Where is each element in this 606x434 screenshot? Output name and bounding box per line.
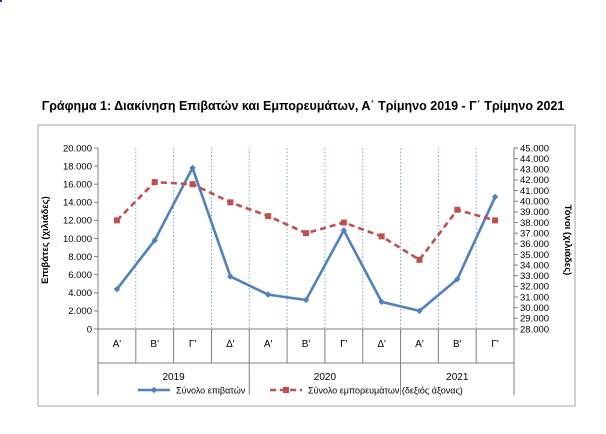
data-point-1 — [416, 307, 423, 315]
legend-swatch-marker — [283, 387, 289, 393]
y-tick-label-right: 30.000 — [520, 303, 549, 314]
category-label: Β' — [453, 339, 462, 350]
chart-frame — [37, 124, 576, 407]
category-label: Δ' — [377, 339, 386, 350]
year-label: 2021 — [446, 372, 469, 383]
year-label: 2019 — [163, 372, 186, 383]
year-label: 2020 — [314, 372, 337, 383]
data-point-1 — [189, 164, 196, 172]
legend-swatch-marker — [150, 386, 158, 394]
y-tick-label-left: 12.000 — [63, 216, 92, 227]
y-tick-label-right: 33.000 — [520, 271, 549, 282]
data-point-1 — [491, 193, 499, 201]
data-point-1 — [227, 273, 234, 280]
right-axis-ticks: 28.00029.00030.00031.00032.00033.00034.0… — [514, 143, 549, 335]
category-label: Γ' — [491, 339, 499, 350]
y-tick-label-left: 10.000 — [63, 234, 92, 245]
category-label: Α' — [264, 339, 273, 350]
category-label: Γ' — [340, 339, 348, 350]
chart-title: Γράφημα 1: Διακίνηση Επιβατών και Εμπορε… — [41, 99, 565, 113]
data-point-2 — [492, 217, 499, 224]
data-point-2 — [378, 233, 385, 240]
data-point-1 — [302, 296, 310, 304]
gridlines — [135, 148, 477, 329]
y-tick-label-right: 40.000 — [520, 197, 549, 208]
data-point-2 — [416, 256, 423, 263]
y-tick-label-left: 2.000 — [68, 306, 92, 317]
y-tick-label-right: 34.000 — [520, 260, 549, 271]
data-point-2 — [303, 230, 309, 237]
y-tick-label-right: 28.000 — [520, 324, 549, 335]
y-tick-label-right: 31.000 — [520, 292, 549, 303]
category-label: Γ' — [189, 339, 197, 350]
y-tick-label-right: 43.000 — [520, 165, 549, 176]
y-tick-label-left: 6.000 — [68, 270, 92, 281]
y-tick-label-right: 32.000 — [520, 282, 549, 293]
data-point-2 — [227, 199, 234, 206]
y-tick-label-right: 37.000 — [520, 228, 549, 239]
y-tick-label-right: 45.000 — [520, 143, 549, 154]
y-axis-right-label: Τόνοι (χιλιάδες) — [562, 205, 573, 276]
y-tick-label-right: 41.000 — [520, 186, 549, 197]
series-group — [113, 164, 499, 315]
category-label: Δ' — [226, 339, 235, 350]
y-tick-label-right: 36.000 — [520, 239, 549, 250]
y-tick-label-left: 16.000 — [63, 180, 92, 191]
category-label: Β' — [302, 339, 311, 350]
data-point-2 — [189, 181, 196, 188]
y-tick-label-left: 0 — [87, 324, 92, 335]
data-point-1 — [264, 291, 272, 298]
category-labels: Α' Β' Γ' Δ' Α' Β' Γ' Δ' Α' Β' Γ' — [97, 329, 515, 364]
y-tick-label-right: 35.000 — [520, 250, 549, 261]
y-tick-label-right: 29.000 — [520, 314, 549, 325]
data-point-1 — [340, 227, 348, 234]
y-axis-left-label: Επιβάτες (χιλιάδες) — [40, 196, 51, 284]
y-tick-label-left: 18.000 — [63, 161, 92, 172]
data-point-2 — [113, 217, 120, 224]
y-tick-label-right: 39.000 — [520, 207, 549, 218]
y-tick-label-left: 8.000 — [68, 252, 92, 263]
category-label: Β' — [150, 339, 159, 350]
data-point-1 — [113, 285, 121, 293]
y-tick-label-right: 38.000 — [520, 218, 549, 229]
left-axis-ticks: 0 2.000 4.000 6.000 8.000 10.000 12.000 14.000 1… — [63, 143, 98, 335]
legend: Σύνολο επιβατών Σύνολο εμπορευμάτων (δεξι… — [138, 385, 463, 395]
legend-label: Σύνολο επιβατών — [176, 385, 246, 395]
category-label: Α' — [113, 339, 122, 350]
year-labels: 2019 2020 2021 — [97, 363, 515, 395]
data-point-1 — [151, 237, 158, 244]
data-point-2 — [265, 213, 272, 220]
legend-label: Σύνολο εμπορευμάτων (δεξιός άξονας) — [308, 385, 463, 395]
data-point-2 — [454, 206, 461, 213]
data-point-2 — [151, 179, 158, 186]
category-label: Α' — [415, 339, 424, 350]
y-tick-label-right: 42.000 — [520, 175, 549, 186]
y-tick-label-left: 20.000 — [63, 143, 92, 154]
y-tick-label-left: 14.000 — [63, 198, 92, 209]
y-tick-label-right: 44.000 — [520, 154, 549, 165]
data-point-2 — [340, 219, 347, 226]
y-tick-label-left: 4.000 — [68, 288, 92, 299]
data-point-1 — [454, 276, 461, 283]
data-point-1 — [378, 298, 385, 306]
corner-mark — [0, 0, 2, 2]
